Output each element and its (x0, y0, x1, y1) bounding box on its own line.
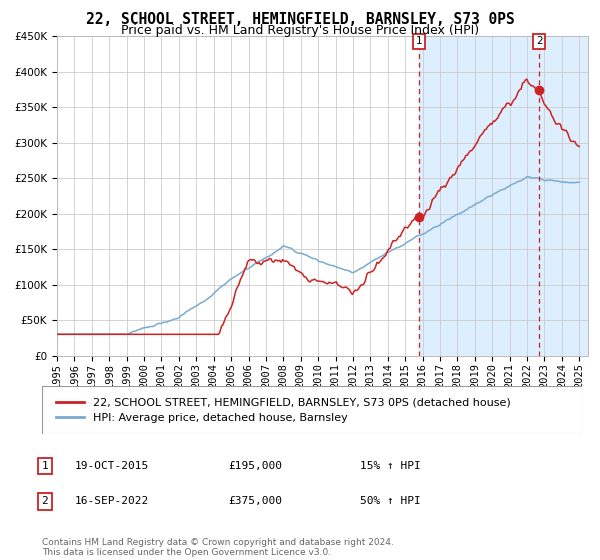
Text: £375,000: £375,000 (228, 496, 282, 506)
Text: 19-OCT-2015: 19-OCT-2015 (75, 461, 149, 471)
Text: 50% ↑ HPI: 50% ↑ HPI (360, 496, 421, 506)
Text: 2: 2 (41, 496, 49, 506)
Text: Contains HM Land Registry data © Crown copyright and database right 2024.
This d: Contains HM Land Registry data © Crown c… (42, 538, 394, 557)
Bar (419, 36, 588, 356)
Text: 15% ↑ HPI: 15% ↑ HPI (360, 461, 421, 471)
Text: 16-SEP-2022: 16-SEP-2022 (75, 496, 149, 506)
Text: 22, SCHOOL STREET, HEMINGFIELD, BARNSLEY, S73 0PS: 22, SCHOOL STREET, HEMINGFIELD, BARNSLEY… (86, 12, 514, 27)
Text: 1: 1 (416, 36, 422, 46)
Text: 2: 2 (536, 36, 542, 46)
Text: Price paid vs. HM Land Registry's House Price Index (HPI): Price paid vs. HM Land Registry's House … (121, 24, 479, 36)
Text: 1: 1 (41, 461, 49, 471)
Text: £195,000: £195,000 (228, 461, 282, 471)
Legend: 22, SCHOOL STREET, HEMINGFIELD, BARNSLEY, S73 0PS (detached house), HPI: Average: 22, SCHOOL STREET, HEMINGFIELD, BARNSLEY… (53, 394, 514, 426)
